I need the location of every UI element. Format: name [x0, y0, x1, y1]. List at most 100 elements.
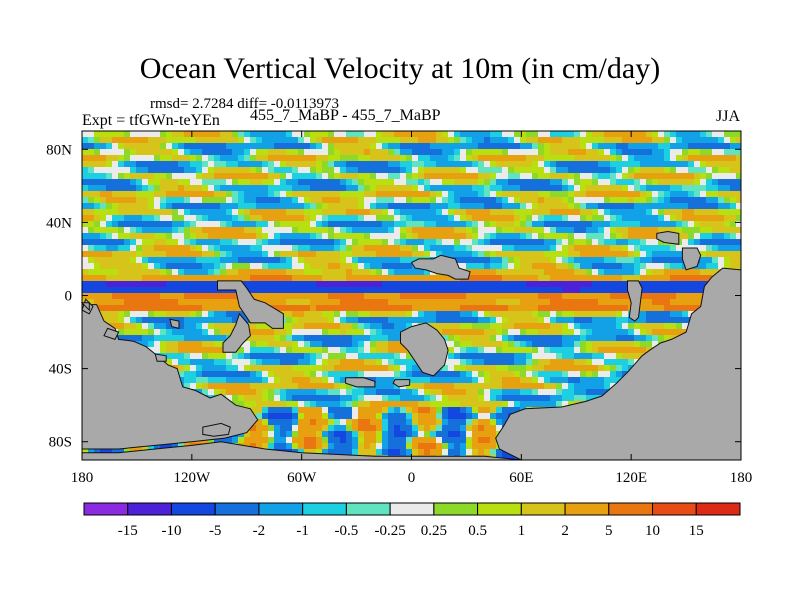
- field-cell: [400, 191, 406, 197]
- field-cell: [166, 215, 172, 221]
- field-cell: [382, 197, 388, 203]
- field-cell: [298, 269, 304, 275]
- field-cell: [202, 137, 208, 143]
- field-cell: [502, 257, 508, 263]
- field-cell: [580, 353, 586, 359]
- field-cell: [382, 365, 388, 371]
- field-cell: [334, 359, 340, 365]
- field-cell: [430, 389, 436, 395]
- field-cell: [604, 281, 610, 287]
- field-cell: [316, 347, 322, 353]
- field-cell: [358, 227, 364, 233]
- field-cell: [730, 251, 736, 257]
- field-cell: [502, 179, 508, 185]
- field-cell: [592, 149, 598, 155]
- field-cell: [202, 275, 208, 281]
- field-cell: [316, 257, 322, 263]
- field-cell: [280, 143, 286, 149]
- field-cell: [328, 197, 334, 203]
- field-cell: [346, 167, 352, 173]
- field-cell: [322, 317, 328, 323]
- field-cell: [658, 167, 664, 173]
- field-cell: [154, 341, 160, 347]
- field-cell: [490, 227, 496, 233]
- field-cell: [382, 233, 388, 239]
- field-cell: [700, 143, 706, 149]
- field-cell: [166, 359, 172, 365]
- field-cell: [514, 287, 520, 293]
- field-cell: [496, 269, 502, 275]
- field-cell: [496, 281, 502, 287]
- field-cell: [274, 335, 280, 341]
- field-cell: [670, 269, 676, 275]
- field-cell: [484, 323, 490, 329]
- field-cell: [370, 371, 376, 377]
- field-cell: [580, 221, 586, 227]
- field-cell: [694, 227, 700, 233]
- field-cell: [376, 293, 382, 299]
- field-cell: [502, 317, 508, 323]
- field-cell: [172, 353, 178, 359]
- field-cell: [250, 335, 256, 341]
- field-cell: [664, 293, 670, 299]
- field-cell: [100, 155, 106, 161]
- field-cell: [382, 263, 388, 269]
- field-cell: [502, 275, 508, 281]
- field-cell: [580, 239, 586, 245]
- field-cell: [196, 179, 202, 185]
- field-cell: [220, 203, 226, 209]
- field-cell: [490, 221, 496, 227]
- field-cell: [244, 263, 250, 269]
- field-cell: [148, 257, 154, 263]
- field-cell: [616, 329, 622, 335]
- field-cell: [490, 323, 496, 329]
- field-cell: [154, 197, 160, 203]
- field-cell: [250, 161, 256, 167]
- field-cell: [244, 275, 250, 281]
- field-cell: [208, 329, 214, 335]
- field-cell: [286, 269, 292, 275]
- field-cell: [88, 299, 94, 305]
- field-cell: [436, 323, 442, 329]
- field-cell: [460, 323, 466, 329]
- field-cell: [190, 245, 196, 251]
- field-cell: [622, 275, 628, 281]
- field-cell: [166, 317, 172, 323]
- field-cell: [460, 299, 466, 305]
- field-cell: [298, 251, 304, 257]
- field-cell: [490, 143, 496, 149]
- field-cell: [580, 281, 586, 287]
- field-cell: [304, 149, 310, 155]
- field-cell: [166, 173, 172, 179]
- field-cell: [226, 251, 232, 257]
- field-cell: [130, 131, 136, 137]
- field-cell: [616, 275, 622, 281]
- field-cell: [502, 263, 508, 269]
- field-cell: [256, 143, 262, 149]
- field-cell: [622, 305, 628, 311]
- field-cell: [88, 167, 94, 173]
- field-cell: [388, 335, 394, 341]
- field-cell: [406, 191, 412, 197]
- field-cell: [274, 245, 280, 251]
- field-cell: [670, 227, 676, 233]
- field-cell: [466, 281, 472, 287]
- field-cell: [82, 149, 88, 155]
- field-cell: [214, 161, 220, 167]
- field-cell: [538, 347, 544, 353]
- field-cell: [448, 137, 454, 143]
- field-cell: [334, 389, 340, 395]
- field-cell: [190, 329, 196, 335]
- field-cell: [526, 233, 532, 239]
- field-cell: [706, 221, 712, 227]
- field-cell: [502, 221, 508, 227]
- field-cell: [484, 383, 490, 389]
- field-cell: [706, 263, 712, 269]
- field-cell: [382, 275, 388, 281]
- field-cell: [526, 341, 532, 347]
- field-cell: [328, 245, 334, 251]
- field-cell: [418, 317, 424, 323]
- field-cell: [130, 323, 136, 329]
- field-cell: [190, 215, 196, 221]
- field-cell: [106, 209, 112, 215]
